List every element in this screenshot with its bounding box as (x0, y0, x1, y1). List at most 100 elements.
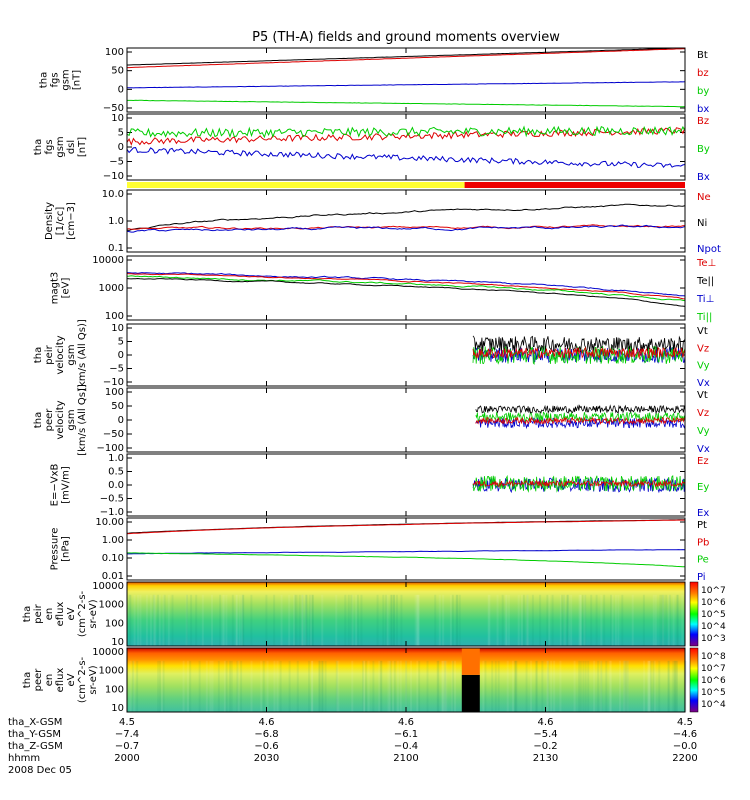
xtick-label: −6.1 (394, 729, 418, 740)
ytick-label: 5 (118, 337, 124, 348)
legend-entry: Ne (697, 192, 711, 203)
series-line (126, 125, 686, 139)
ytick-label: 1.0 (108, 453, 124, 464)
ytick-label: 100 (105, 684, 124, 695)
legend-entry: Vt (697, 326, 708, 337)
xtick-label: 4.5 (119, 717, 135, 728)
panel-tha_peir_en_eflux: thapeirenefluxeV(cm^2-s-sr-eV)10000 1000 1… (22, 581, 726, 648)
panel-ylabel: thapeerenefluxeV(cm^2-s-sr-eV) (22, 656, 99, 703)
panel-e_vxb: E=−VxB[mV/m] 1.0 0.5 0.0 −0.5 −1.0 Ez Ey Ex (50, 453, 710, 519)
ytick-label: −5 (109, 364, 124, 375)
legend-entry: by (697, 86, 709, 97)
ytick-label: 0.01 (102, 571, 124, 582)
panel-ylabel: thafgsgsmdsl[nT] (33, 136, 88, 157)
legend-entry: Npot (697, 244, 721, 255)
legend-entry: Ni (697, 218, 707, 229)
panel-tha_peer_en_eflux: thapeerenefluxeV(cm^2-s-sr-eV)10000 1000 1… (22, 647, 726, 714)
xaxis-row-label: hhmm (8, 753, 40, 764)
series-line (126, 272, 686, 297)
series-line (126, 273, 686, 300)
legend-entry: Bz (697, 116, 709, 127)
ytick-label: 10 (111, 113, 124, 124)
series-line (127, 81, 686, 89)
series-line (475, 416, 686, 426)
series-line (475, 417, 686, 430)
ytick-label: 0 (118, 84, 124, 95)
ytick-label: 1000 (99, 283, 124, 294)
ytick-label: 0 (118, 415, 124, 426)
ytick-label: 100 (105, 47, 124, 58)
xtick-label: 4.6 (538, 717, 554, 728)
ytick-label: 50 (111, 401, 124, 412)
ytick-label: −10 (103, 377, 124, 388)
ytick-label: 0 (118, 350, 124, 361)
xtick-label: 4.5 (677, 717, 693, 728)
colorbar-tick: 10^6 (701, 676, 726, 686)
panel-tha_fgs_dsl: thafgsgsmdsl[nT] 10 5 0 −5 −10 Bz By Bx (33, 113, 710, 183)
series-line (472, 479, 686, 488)
panel-magt3: magt3[eV] 10000 1000 100 Te⊥ Te|| Ti⊥ Ti|| (50, 255, 717, 323)
legend-entry: Ey (697, 482, 709, 493)
series-line (126, 224, 686, 233)
legend-entry: Te⊥ (696, 258, 716, 269)
panel-ylabel: magt3[eV] (50, 272, 72, 305)
panel-ylabel: thapeirenefluxeV(cm^2-s-sr-eV) (22, 590, 99, 637)
ytick-label: 0.5 (108, 467, 124, 478)
colorbar-tick: 10^5 (701, 610, 726, 620)
legend-entry: Vx (697, 444, 710, 455)
ytick-label: 1.00 (102, 535, 124, 546)
legend-entry: Vx (697, 378, 710, 389)
series-line (126, 519, 686, 535)
xtick-label: 2130 (533, 753, 558, 764)
series-line (126, 127, 686, 146)
legend-entry: Ti⊥ (696, 294, 714, 305)
ytick-label: 0 (118, 142, 124, 153)
mode-bar-slow (127, 182, 465, 188)
xtick-label: 2000 (114, 753, 139, 764)
ytick-label: 0.10 (102, 553, 124, 564)
panel-ylabel: thapeirvelocitygsm[km/s (All Qs)] (33, 319, 88, 391)
panel-tha_peer_velocity: thapeervelocitygsm[km/s (All Qs)] 100 50 0 −… (33, 384, 710, 456)
ytick-label: 100 (105, 311, 124, 322)
ytick-label: 10 (111, 323, 124, 334)
xaxis-row-label: tha_X-GSM (8, 717, 62, 728)
spectrogram (127, 648, 685, 712)
ytick-label: 5 (118, 128, 124, 139)
legend-entry: Vz (697, 408, 709, 419)
ytick-label: −50 (103, 429, 124, 440)
ytick-label: 100 (105, 387, 124, 398)
series-line (126, 275, 686, 302)
ytick-label: 10 (111, 637, 124, 648)
ytick-label: −100 (97, 443, 124, 454)
colorbar (689, 581, 699, 647)
ytick-label: 10.0 (102, 189, 124, 200)
xtick-label: −4.6 (673, 729, 697, 740)
xaxis-row-label: tha_Y-GSM (8, 729, 61, 740)
legend-entry: Vy (697, 426, 710, 437)
legend-entry: Pe (697, 555, 709, 566)
legend-entry: Vt (697, 390, 708, 401)
panel-tha_fgs_gsm: thafgsgsm[nT] 100 50 0 −50 Bt bz by bx (39, 47, 710, 115)
panel-ylabel: E=−VxB[mV/m] (50, 464, 72, 507)
panel-ylabel: Pressure[nPa] (50, 528, 72, 571)
series-line (126, 224, 686, 230)
legend-entry: By (697, 144, 710, 155)
legend-entry: Vy (697, 361, 710, 372)
panel-tha_peir_velocity: thapeirvelocitygsm[km/s (All Qs)] 10 5 0 −5 −… (33, 319, 710, 391)
colorbar (689, 647, 699, 713)
ytick-label: −5 (109, 157, 124, 168)
xtick-label: 2030 (254, 753, 279, 764)
xtick-label: −6.8 (254, 729, 278, 740)
colorbar-tick: 10^4 (701, 700, 726, 710)
ytick-label: 0.1 (108, 243, 124, 254)
series-line (127, 99, 686, 108)
xtick-label: −0.0 (673, 741, 697, 752)
chart-title: P5 (TH-A) fields and ground moments over… (252, 30, 560, 45)
colorbar-tick: 10^4 (701, 622, 726, 632)
colorbar-tick: 10^6 (701, 598, 726, 608)
ytick-label: −0.5 (100, 494, 124, 505)
legend-entry: Ez (697, 456, 709, 467)
ytick-label: 1.0 (108, 216, 124, 227)
xtick-label: −0.7 (115, 741, 139, 752)
